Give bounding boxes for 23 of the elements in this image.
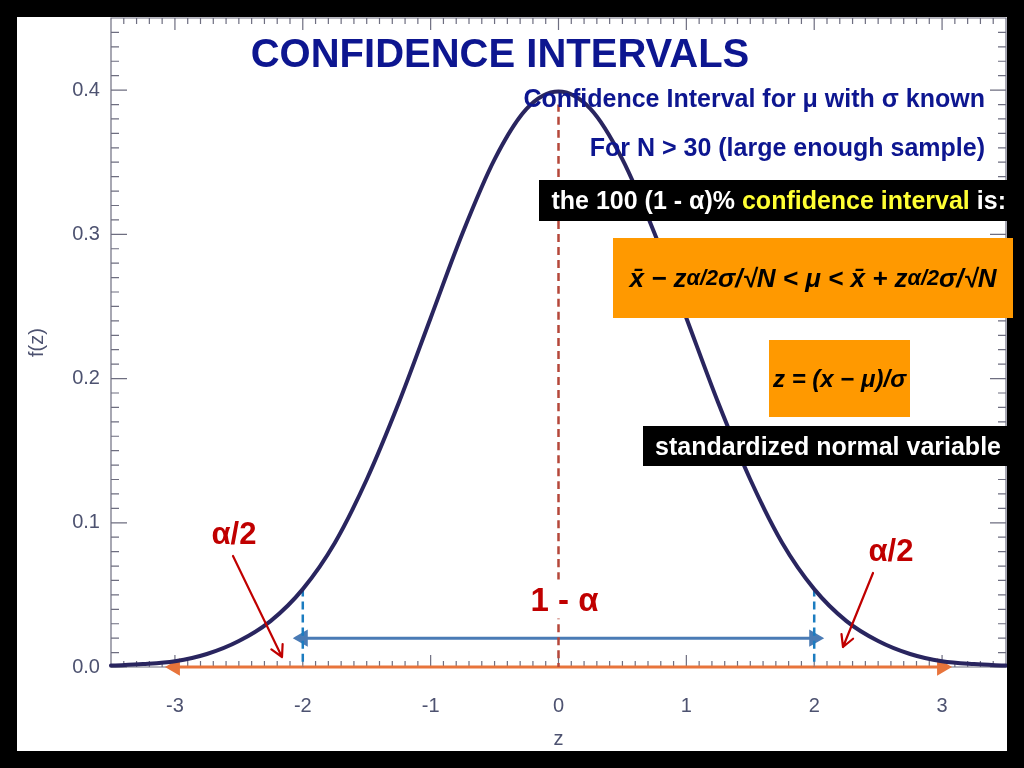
x-tick-label: -3 [166, 693, 184, 716]
x-tick-label: 1 [680, 693, 692, 716]
y-tick-label: 0.0 [72, 654, 100, 677]
x-tick-label: -1 [421, 693, 440, 716]
annotation: α/2 [868, 532, 914, 568]
y-tick-label: 0.2 [72, 366, 100, 389]
chart-title: CONFIDENCE INTERVALS [250, 31, 750, 76]
x-tick-label: 0 [552, 693, 565, 716]
annotation: standardized normal variable [655, 431, 1001, 461]
y-tick-label: 0.3 [72, 221, 100, 244]
x-tick-label: 3 [936, 693, 948, 716]
annotation: confidence interval [741, 186, 970, 215]
x-tick-label: 2 [808, 693, 820, 716]
annotation: 1 - α [528, 579, 601, 619]
y-tick-label: 0.1 [72, 510, 100, 533]
annotation: is: [976, 186, 1006, 215]
y-axis-title: f(z) [24, 328, 47, 357]
x-axis-title: z [553, 726, 564, 749]
x-tick-label: -2 [293, 693, 312, 716]
annotation: z = (x − μ)/σ [769, 340, 911, 417]
annotation: the 100 (1 - α)% [551, 186, 735, 215]
y-tick-label: 0.4 [72, 77, 100, 100]
annotation: α/2 [211, 515, 257, 551]
